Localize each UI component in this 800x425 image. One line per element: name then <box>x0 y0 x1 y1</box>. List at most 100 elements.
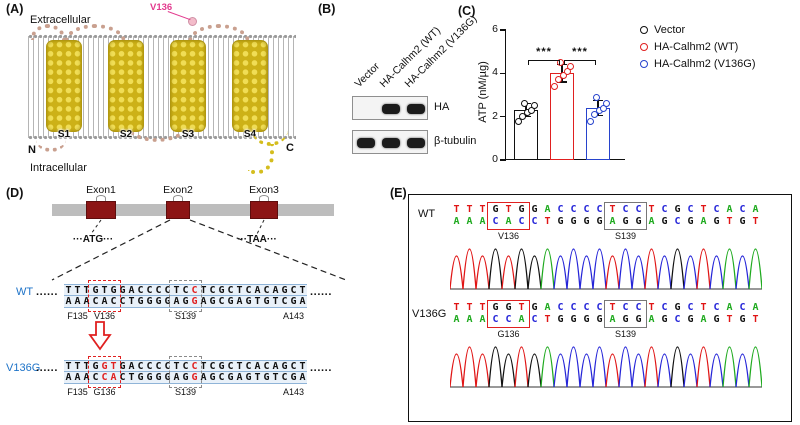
base-G: G <box>245 372 252 383</box>
chromatogram-peak-T <box>696 248 711 290</box>
base-A: A <box>544 302 551 313</box>
base-A: A <box>74 296 81 307</box>
y-axis-label: ATP (nM/µg) <box>477 61 489 123</box>
base-C: C <box>518 216 525 227</box>
base-G: G <box>263 372 270 383</box>
base-A: A <box>752 204 759 215</box>
flank-dots: ······ <box>310 365 332 377</box>
base-G: G <box>687 314 694 325</box>
base-A: A <box>110 372 117 383</box>
base-C: C <box>119 372 126 383</box>
extracellular-label: Extracellular <box>30 14 91 26</box>
n-loop-beads <box>30 24 66 40</box>
chromatogram-peak-C <box>657 255 672 290</box>
base-C: C <box>191 285 198 296</box>
base-T: T <box>648 302 655 313</box>
base-C: C <box>227 285 234 296</box>
chromatogram-peak-T <box>462 248 477 290</box>
base-A: A <box>200 372 207 383</box>
base-T: T <box>700 302 707 313</box>
base-A: A <box>505 216 512 227</box>
codon-label-s139: S139 <box>614 329 637 339</box>
flank-dots: ······ <box>310 289 332 301</box>
legend-label: HA-Calhm2 (V136G) <box>654 58 756 70</box>
base-T: T <box>200 361 207 372</box>
base-C: C <box>155 361 162 372</box>
helix-s3 <box>170 40 206 132</box>
v136-residue-bead <box>188 17 197 26</box>
base-G: G <box>583 314 590 325</box>
base-G: G <box>182 296 189 307</box>
base-T: T <box>65 361 72 372</box>
base-T: T <box>74 361 81 372</box>
chromatogram-peak-C <box>618 248 633 290</box>
error-cap <box>557 81 567 83</box>
base-G: G <box>557 216 564 227</box>
base-C: C <box>119 296 126 307</box>
base-T: T <box>254 372 261 383</box>
chromatogram-peak-C <box>735 255 750 290</box>
y-tick-label: 2 <box>492 109 498 122</box>
base-C: C <box>218 372 225 383</box>
sig-label: *** <box>536 46 552 58</box>
base-G: G <box>739 216 746 227</box>
base-A: A <box>128 285 135 296</box>
chromatogram-peak-C <box>631 353 646 388</box>
base-C: C <box>164 285 171 296</box>
base-C: C <box>622 204 629 215</box>
data-point <box>530 102 538 110</box>
base-T: T <box>173 285 180 296</box>
base-T: T <box>236 285 243 296</box>
base-G: G <box>570 216 577 227</box>
chart-plot-area: 0 2 4 6 *** *** <box>492 23 625 165</box>
base-C: C <box>137 285 144 296</box>
base-G: G <box>92 285 99 296</box>
base-T: T <box>128 372 135 383</box>
data-point <box>518 113 526 121</box>
residue-s139: S139 <box>174 311 197 321</box>
chromatogram-peak-C <box>683 353 698 388</box>
base-T: T <box>544 216 551 227</box>
codon-box-s139 <box>604 300 647 328</box>
blot-ha <box>352 96 428 120</box>
helix-s1 <box>46 40 82 132</box>
base-T: T <box>272 372 279 383</box>
base-G: G <box>713 314 720 325</box>
base-C: C <box>674 314 681 325</box>
base-G: G <box>713 216 720 227</box>
base-A: A <box>236 372 243 383</box>
base-G: G <box>146 372 153 383</box>
base-G: G <box>290 296 297 307</box>
base-A: A <box>466 314 473 325</box>
base-A: A <box>609 216 616 227</box>
codon-box-v136 <box>88 280 121 312</box>
chart-bar <box>586 108 610 160</box>
base-C: C <box>622 302 629 313</box>
base-A: A <box>544 204 551 215</box>
chromatogram-peak-C <box>657 353 672 388</box>
chromatogram-peak-C <box>735 353 750 388</box>
panel-d-label: (D) <box>6 186 24 200</box>
base-C: C <box>110 296 117 307</box>
base-T: T <box>453 204 460 215</box>
legend-item: Vector <box>640 24 755 36</box>
base-C: C <box>661 302 668 313</box>
base-G: G <box>518 204 525 215</box>
chromatogram-peak-T <box>475 255 490 290</box>
segment-label-s1: S1 <box>57 129 71 140</box>
exon1-splice-arc <box>96 195 106 201</box>
wt-chromatogram <box>450 248 762 290</box>
exon3-label: Exon3 <box>249 184 279 196</box>
mut-sequence-label: V136G <box>6 362 41 374</box>
chromatogram-peak-T <box>450 255 464 290</box>
legend-label: HA-Calhm2 (WT) <box>654 41 739 53</box>
codon-box-s139 <box>604 202 647 230</box>
chromatogram-peak-T <box>644 346 659 388</box>
chromatogram-peak-T <box>501 255 516 290</box>
chromatogram-peak-G <box>670 346 685 388</box>
chromatogram-peak-T <box>450 353 464 388</box>
base-A: A <box>254 285 261 296</box>
chromatogram-peak-C <box>579 353 594 388</box>
